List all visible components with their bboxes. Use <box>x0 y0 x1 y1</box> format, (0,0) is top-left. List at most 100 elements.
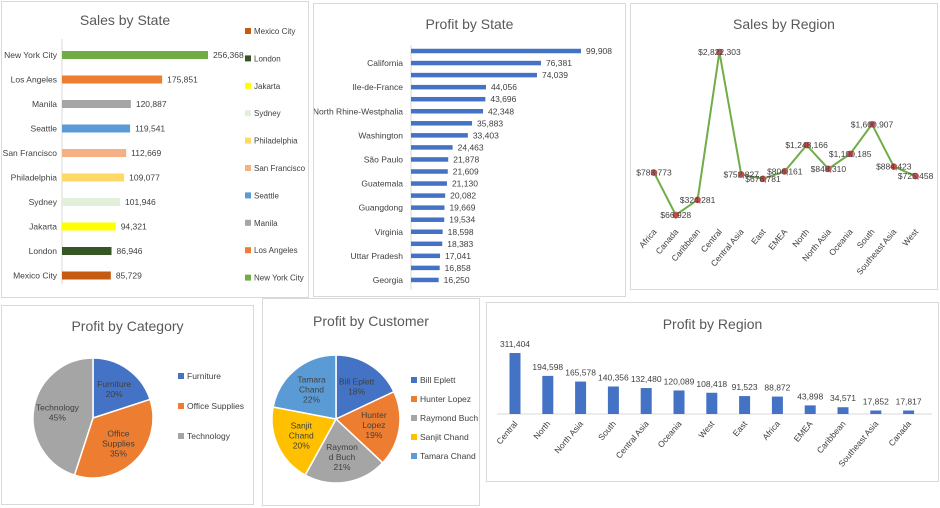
legend-swatch <box>411 377 417 383</box>
bar <box>411 60 541 66</box>
data-label: 256,368 <box>213 50 244 60</box>
legend-swatch <box>245 274 251 281</box>
bar <box>509 353 521 414</box>
data-label: 119,541 <box>135 124 165 134</box>
data-point <box>825 165 832 173</box>
data-point <box>650 169 658 176</box>
data-label: $1,600,907 <box>851 119 894 129</box>
legend-swatch <box>411 415 417 421</box>
data-label: 19,669 <box>449 203 475 213</box>
category-label: Central <box>494 419 519 447</box>
category-label: Los Angeles <box>11 75 57 85</box>
legend-swatch <box>411 453 417 459</box>
category-label: East <box>731 418 750 438</box>
legend-label: Mexico City <box>254 27 295 36</box>
slice-label: 19% <box>365 430 382 440</box>
data-point <box>694 196 701 204</box>
bar <box>411 169 448 174</box>
category-label: North <box>531 419 552 442</box>
legend-swatch <box>245 247 251 254</box>
data-label: 19,534 <box>449 215 475 225</box>
bar <box>640 388 652 414</box>
chart-title: Sales by Region <box>733 16 835 32</box>
legend-swatch <box>245 219 251 226</box>
bar <box>62 100 131 108</box>
slice-label: 35% <box>110 448 127 458</box>
category-label: Oceania <box>656 419 684 450</box>
data-label: 42,348 <box>488 106 514 116</box>
profit-by-category-chart: Furniture20%OfficeSupplies35%Technology4… <box>32 357 244 479</box>
bar <box>411 48 581 54</box>
data-label: 101,946 <box>125 197 156 207</box>
pie-slice <box>73 398 154 479</box>
pie-slice <box>92 357 152 420</box>
category-label: North Rhine-Westphalia <box>314 106 403 116</box>
legend-swatch <box>245 28 251 34</box>
category-label: Virginia <box>375 227 403 237</box>
slice-label: Furniture <box>97 379 131 389</box>
bar <box>62 75 163 84</box>
bar <box>673 390 685 414</box>
bar <box>411 241 443 247</box>
pie-slice <box>334 390 401 464</box>
slice-label: Raymon <box>326 442 358 452</box>
bar <box>411 133 468 138</box>
bar <box>411 72 537 78</box>
data-label: 17,817 <box>896 397 922 407</box>
bar <box>575 381 587 414</box>
category-label: West <box>696 418 716 440</box>
data-point <box>759 175 767 183</box>
pie-slice <box>271 406 338 477</box>
bar <box>411 121 473 126</box>
data-label: $884,423 <box>876 162 912 172</box>
chart-title: Sales by State <box>79 12 171 28</box>
data-label: 18,383 <box>447 239 473 249</box>
slice-label: 22% <box>303 394 320 404</box>
category-label: Ile-de-France <box>352 82 403 92</box>
chart-title: Profit by Category <box>71 318 184 334</box>
data-point <box>803 141 810 149</box>
bar <box>804 405 816 414</box>
data-label: 94,321 <box>121 222 147 232</box>
slice-label: 20% <box>293 440 310 450</box>
slice-label: 20% <box>106 389 123 399</box>
data-label: 44,056 <box>491 82 517 92</box>
category-label: Guatemala <box>361 179 403 189</box>
data-label: 132,480 <box>631 374 662 384</box>
sales-by-region-panel: Sales by Region $783,773 Africa $66,928 Can… <box>630 3 938 290</box>
sales-by-state-chart: New York City 256,368 Los Angeles 175,851 Ma… <box>3 27 306 284</box>
data-label: 43,898 <box>797 391 823 401</box>
data-label: 194,598 <box>532 362 563 372</box>
bar <box>542 375 554 414</box>
legend-swatch <box>178 373 184 379</box>
chart-title: Profit by State <box>425 16 514 32</box>
legend-swatch <box>411 434 417 440</box>
data-label: 18,598 <box>448 227 474 237</box>
slice-label: Office <box>107 428 129 438</box>
legend-label: Tamara Chand <box>420 451 476 461</box>
bar <box>411 96 486 102</box>
legend-label: Sanjit Chand <box>420 432 469 442</box>
bar <box>837 407 849 414</box>
slice-label: Lopez <box>362 420 385 430</box>
bar <box>62 173 125 182</box>
data-label: 17,041 <box>445 251 471 261</box>
data-label: $848,310 <box>811 164 847 174</box>
category-label: Seattle <box>31 124 58 134</box>
category-label: North Asia <box>552 419 585 456</box>
data-label: $1,248,166 <box>785 140 828 150</box>
data-label: 17,852 <box>863 397 889 407</box>
legend-label: Furniture <box>187 371 221 381</box>
legend-swatch <box>178 403 184 409</box>
bar <box>62 149 127 157</box>
category-label: Caribbean <box>815 419 848 456</box>
bar <box>903 410 915 414</box>
data-point <box>737 171 745 178</box>
bar <box>411 145 453 150</box>
pie-slice <box>32 357 94 477</box>
legend-label: Office Supplies <box>187 401 244 411</box>
chart-title: Profit by Customer <box>313 313 429 329</box>
profit-by-customer-panel: Profit by Customer Bill Eplett 18% Hunter L… <box>262 298 480 506</box>
data-label: 74,039 <box>542 70 568 80</box>
category-label: Philadelphia <box>11 173 58 183</box>
